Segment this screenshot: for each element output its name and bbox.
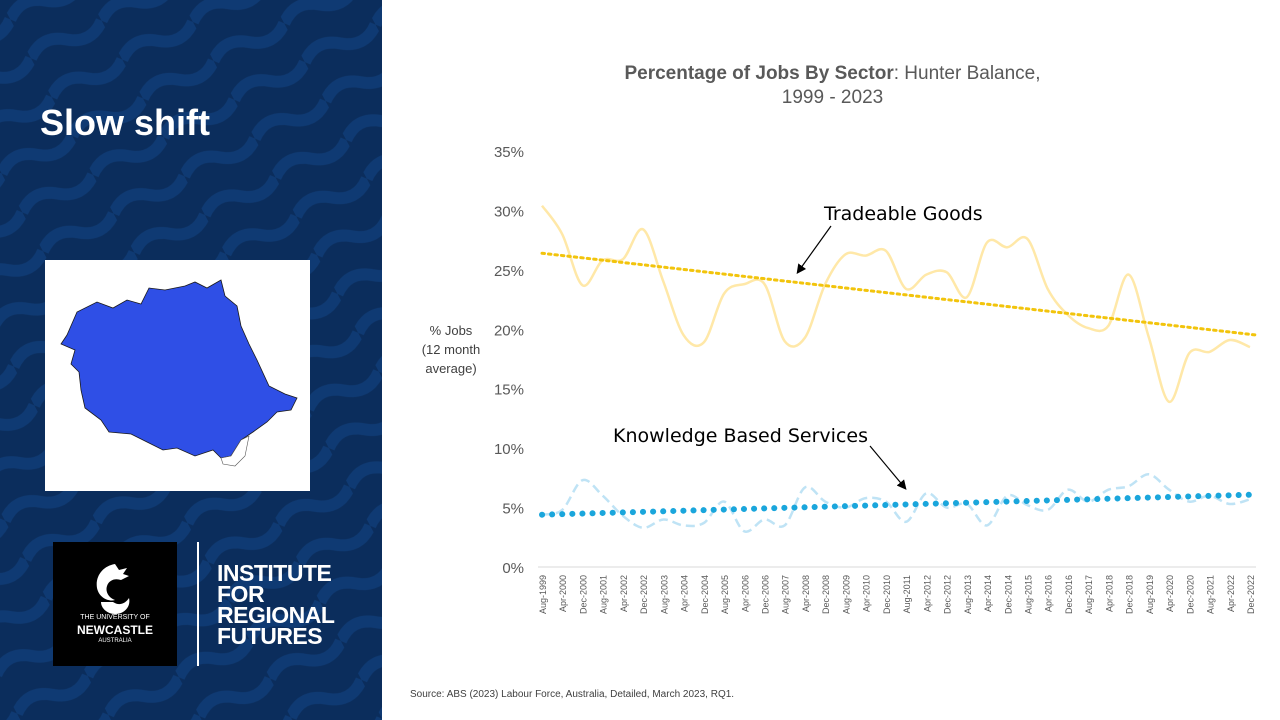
x-tick-label: Dec-2000 <box>578 575 588 614</box>
x-tick-label: Apr-2002 <box>619 575 629 612</box>
logo-divider <box>197 542 199 666</box>
university-line2: NEWCASTLE <box>77 623 153 637</box>
x-tick-label: Apr-2018 <box>1104 575 1114 612</box>
y-axis-label: % Jobs <box>430 323 473 338</box>
chart-title: Percentage of Jobs By Sector: Hunter Bal… <box>560 62 1105 110</box>
y-tick-label: 0% <box>502 560 524 577</box>
institute-logo: INSTITUTE FOR REGIONAL FUTURES <box>217 560 335 649</box>
x-tick-label: Aug-1999 <box>538 575 548 614</box>
chart-title-bold: Percentage of Jobs By Sector <box>624 63 894 84</box>
x-tick-label: Dec-2002 <box>639 575 649 614</box>
x-tick-label: Dec-2008 <box>821 575 831 614</box>
x-tick-label: Aug-2005 <box>720 575 730 614</box>
y-tick-label: 15% <box>494 382 524 399</box>
x-tick-label: Aug-2011 <box>902 575 912 613</box>
knowledge-services-annotation: Knowledge Based Services <box>613 425 868 447</box>
knowledge-services-trendline <box>539 491 1261 518</box>
y-tick-label: 10% <box>494 441 524 458</box>
x-tick-label: Dec-2022 <box>1246 575 1256 614</box>
x-tick-label: Aug-2001 <box>599 575 609 614</box>
y-tick-label: 35% <box>494 144 524 161</box>
x-tick-label: Apr-2004 <box>680 575 690 612</box>
x-tick-label: Apr-2022 <box>1226 575 1236 612</box>
institute-line: INSTITUTE <box>217 560 332 586</box>
tradeable-goods-annotation: Tradeable Goods <box>823 203 983 225</box>
x-tick-label: Apr-2008 <box>801 575 811 612</box>
tradeable-goods-arrow <box>796 225 832 274</box>
slide-title: Slow shift <box>40 102 210 143</box>
y-tick-label: 30% <box>494 203 524 220</box>
hunter-region-map-icon <box>60 279 298 467</box>
tradeable-goods-line <box>540 204 1251 404</box>
left-panel: Slow shift THE UNIVERSITY OF NEWCASTLE A… <box>0 0 382 720</box>
x-tick-label: Aug-2013 <box>963 575 973 614</box>
chart-title-rest: : Hunter Balance, <box>893 63 1041 84</box>
region-map <box>45 260 310 491</box>
institute-line: REGIONAL <box>217 602 335 628</box>
x-tick-label: Aug-2021 <box>1206 575 1216 614</box>
institute-line: FOR <box>217 581 265 607</box>
x-tick-label: Aug-2015 <box>1023 575 1033 614</box>
knowledge-services-line <box>541 473 1251 533</box>
x-tick-label: Aug-2017 <box>1084 575 1094 614</box>
university-line3: AUSTRALIA <box>98 638 132 644</box>
x-tick-label: Aug-2009 <box>841 575 851 614</box>
line-chart: 0% 5% 10% 15% 20% 25% 30% 35% % Jobs (12 month ave… <box>422 144 1261 614</box>
x-tick-label: Apr-2014 <box>983 575 993 612</box>
university-logo: THE UNIVERSITY OF NEWCASTLE AUSTRALIA <box>53 542 177 666</box>
x-tick-label: Dec-2010 <box>882 575 892 614</box>
x-tick-label: Aug-2019 <box>1145 575 1155 614</box>
university-line1: THE UNIVERSITY OF <box>80 614 150 621</box>
x-tick-label: Dec-2016 <box>1064 575 1074 614</box>
institute-line: FUTURES <box>217 623 323 649</box>
x-tick-label: Dec-2012 <box>943 575 953 614</box>
chart-title-line2: 1999 - 2023 <box>781 87 884 108</box>
source-note: Source: ABS (2023) Labour Force, Austral… <box>410 689 735 700</box>
tradeable-goods-trendline <box>540 251 1260 337</box>
x-tick-label: Apr-2020 <box>1165 575 1175 612</box>
x-tick-label: Dec-2018 <box>1125 575 1135 614</box>
x-tick-label: Dec-2014 <box>1003 575 1013 614</box>
y-tick-label: 5% <box>502 501 524 518</box>
y-axis-label: average) <box>425 361 476 376</box>
x-tick-label: Aug-2007 <box>781 575 791 614</box>
x-tick-label: Dec-2004 <box>700 575 710 614</box>
seahorse-crest-icon <box>96 564 130 614</box>
knowledge-services-arrow <box>869 445 907 490</box>
x-tick-label: Apr-2010 <box>862 575 872 612</box>
x-tick-label: Apr-2012 <box>922 575 932 612</box>
x-tick-label: Dec-2006 <box>761 575 771 614</box>
y-tick-label: 25% <box>494 263 524 280</box>
x-tick-label: Apr-2016 <box>1044 575 1054 612</box>
y-tick-label: 20% <box>494 322 524 339</box>
x-tick-label: Aug-2003 <box>659 575 669 614</box>
x-tick-label: Apr-2000 <box>558 575 568 612</box>
x-tick-label: Apr-2006 <box>740 575 750 612</box>
y-axis-label: (12 month <box>422 342 481 357</box>
x-tick-label: Dec-2020 <box>1185 575 1195 614</box>
